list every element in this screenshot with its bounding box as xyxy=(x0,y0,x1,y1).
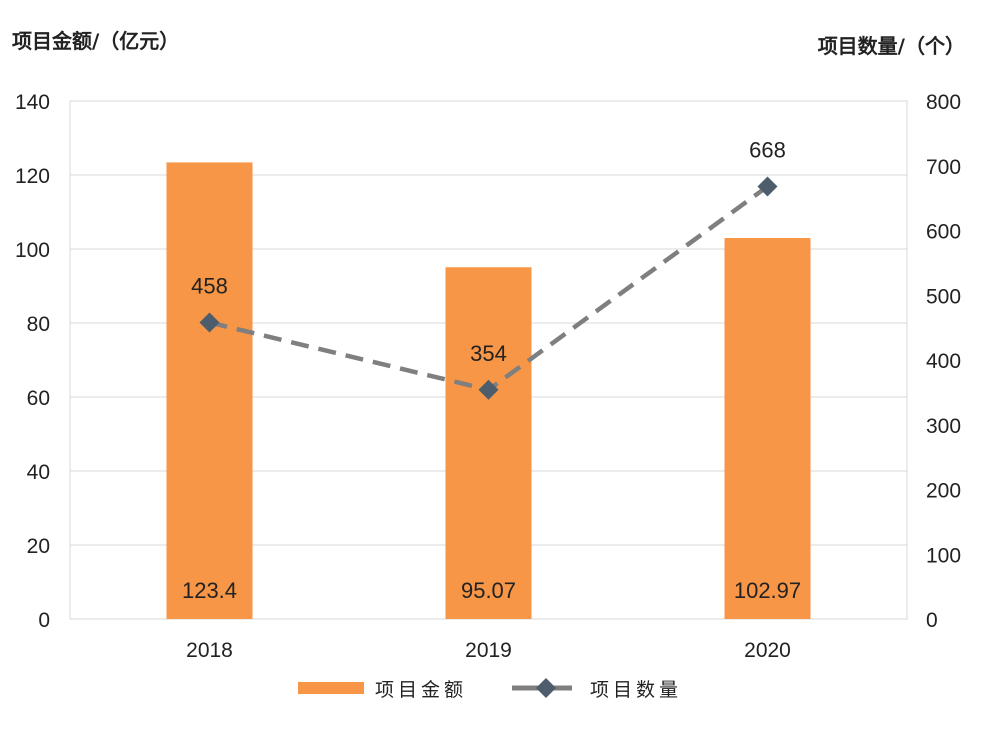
bar-2020 xyxy=(724,238,811,620)
bar-value-label: 95.07 xyxy=(461,578,516,603)
right-tick-label: 700 xyxy=(926,156,961,179)
right-tick-label: 500 xyxy=(926,285,961,308)
line-value-label: 354 xyxy=(470,341,507,366)
right-tick-label: 800 xyxy=(926,91,961,114)
left-tick-label: 20 xyxy=(27,535,50,558)
legend-marker-count xyxy=(536,678,556,698)
count-marker-2019 xyxy=(478,379,499,400)
right-tick-label: 400 xyxy=(926,350,961,373)
bar-2018 xyxy=(166,162,253,620)
left-tick-label: 100 xyxy=(15,239,50,262)
right-tick-label: 100 xyxy=(926,544,961,567)
left-tick-label: 0 xyxy=(38,609,50,632)
bar-value-label: 123.4 xyxy=(182,578,237,603)
x-tick-label: 2019 xyxy=(465,639,512,662)
right-axis-title: 项目数量/（个） xyxy=(818,34,965,58)
x-tick-label: 2018 xyxy=(186,639,233,662)
right-tick-label: 300 xyxy=(926,415,961,438)
x-tick-label: 2020 xyxy=(744,639,791,662)
right-tick-label: 200 xyxy=(926,480,961,503)
count-marker-2020 xyxy=(757,176,778,197)
count-marker-2018 xyxy=(199,312,220,333)
left-tick-label: 120 xyxy=(15,165,50,188)
right-tick-label: 600 xyxy=(926,221,961,244)
left-tick-label: 40 xyxy=(27,461,50,484)
right-tick-label: 0 xyxy=(926,609,938,632)
legend-swatch-amount xyxy=(298,682,364,694)
left-tick-label: 140 xyxy=(15,91,50,114)
line-value-label: 668 xyxy=(749,137,786,162)
legend: 项目金额 项目数量 xyxy=(298,678,682,701)
bar-2019 xyxy=(445,267,532,619)
left-tick-label: 80 xyxy=(27,313,50,336)
legend-label-count: 项目数量 xyxy=(590,679,682,701)
bar-value-label: 102.97 xyxy=(734,578,801,603)
line-value-label: 458 xyxy=(191,273,228,298)
left-tick-label: 60 xyxy=(27,387,50,410)
left-axis-title: 项目金额/（亿元） xyxy=(12,29,179,53)
legend-label-amount: 项目金额 xyxy=(375,679,467,701)
